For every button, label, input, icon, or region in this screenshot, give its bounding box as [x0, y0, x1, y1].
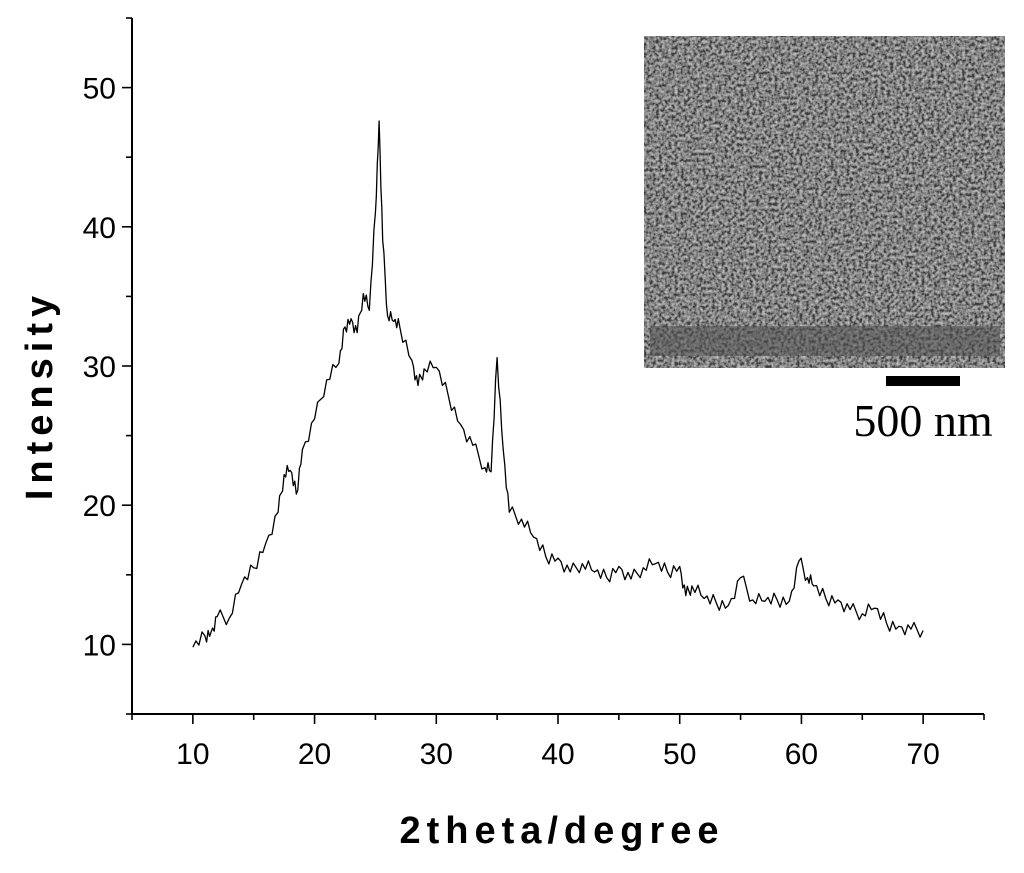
x-tick-label: 30 [420, 738, 453, 771]
y-tick-label: 40 [83, 212, 116, 245]
x-axis-title: 2theta/degree [399, 810, 724, 852]
y-tick-label: 20 [83, 490, 116, 523]
y-tick-label: 50 [83, 73, 116, 106]
sem-image [644, 36, 1005, 368]
y-tick-label: 30 [83, 351, 116, 384]
tick-marks [122, 17, 985, 724]
y-axis-title: Intensity [19, 290, 61, 500]
x-tick-label: 20 [298, 738, 331, 771]
y-tick-label: 10 [83, 629, 116, 662]
series-line [192, 120, 924, 648]
x-tick-label: 40 [541, 738, 574, 771]
scale-bar-label: 500 nm [853, 395, 993, 446]
x-tick-label: 70 [906, 738, 939, 771]
x-tick-label: 10 [176, 738, 209, 771]
sem-micrograph-inset: 500 nm [644, 36, 1005, 446]
x-tick-label: 60 [785, 738, 818, 771]
sem-info-bar [650, 326, 1000, 356]
x-tick-label: 50 [663, 738, 696, 771]
scale-bar [886, 376, 960, 386]
tick-labels: 10 20 30 40 50 60 70 10 20 30 40 50 [83, 73, 940, 771]
